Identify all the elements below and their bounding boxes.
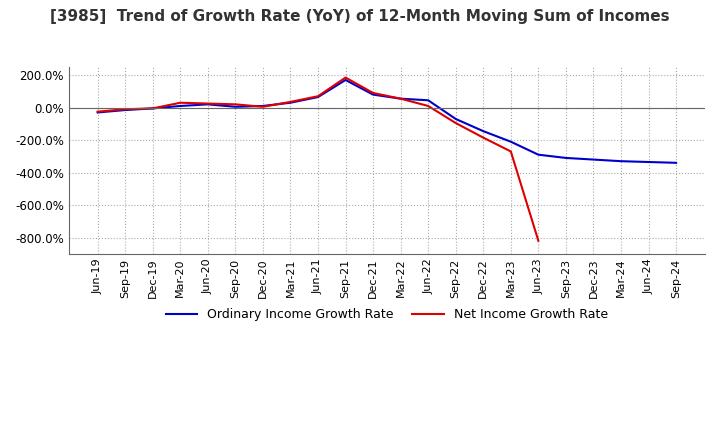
Net Income Growth Rate bbox=[341, 75, 350, 80]
Net Income Growth Rate bbox=[176, 100, 184, 105]
Ordinary Income Growth Rate bbox=[562, 155, 570, 161]
Net Income Growth Rate bbox=[534, 238, 543, 243]
Ordinary Income Growth Rate bbox=[451, 116, 460, 121]
Ordinary Income Growth Rate bbox=[231, 104, 240, 110]
Ordinary Income Growth Rate bbox=[396, 96, 405, 101]
Ordinary Income Growth Rate bbox=[341, 77, 350, 83]
Legend: Ordinary Income Growth Rate, Net Income Growth Rate: Ordinary Income Growth Rate, Net Income … bbox=[161, 303, 613, 326]
Net Income Growth Rate bbox=[121, 106, 130, 112]
Ordinary Income Growth Rate bbox=[121, 107, 130, 113]
Ordinary Income Growth Rate bbox=[479, 128, 487, 134]
Ordinary Income Growth Rate bbox=[369, 92, 377, 97]
Ordinary Income Growth Rate bbox=[534, 152, 543, 158]
Ordinary Income Growth Rate bbox=[672, 160, 680, 165]
Net Income Growth Rate bbox=[286, 99, 294, 105]
Net Income Growth Rate bbox=[451, 121, 460, 126]
Net Income Growth Rate bbox=[258, 104, 267, 110]
Net Income Growth Rate bbox=[204, 101, 212, 106]
Ordinary Income Growth Rate bbox=[644, 159, 653, 165]
Line: Ordinary Income Growth Rate: Ordinary Income Growth Rate bbox=[98, 80, 676, 163]
Net Income Growth Rate bbox=[424, 103, 433, 109]
Ordinary Income Growth Rate bbox=[204, 102, 212, 107]
Ordinary Income Growth Rate bbox=[589, 157, 598, 162]
Ordinary Income Growth Rate bbox=[424, 98, 433, 103]
Net Income Growth Rate bbox=[506, 149, 515, 154]
Text: [3985]  Trend of Growth Rate (YoY) of 12-Month Moving Sum of Incomes: [3985] Trend of Growth Rate (YoY) of 12-… bbox=[50, 9, 670, 24]
Net Income Growth Rate bbox=[314, 94, 323, 99]
Net Income Growth Rate bbox=[148, 106, 157, 111]
Net Income Growth Rate bbox=[231, 102, 240, 107]
Net Income Growth Rate bbox=[396, 96, 405, 101]
Ordinary Income Growth Rate bbox=[616, 158, 625, 164]
Ordinary Income Growth Rate bbox=[506, 139, 515, 144]
Line: Net Income Growth Rate: Net Income Growth Rate bbox=[98, 77, 539, 241]
Net Income Growth Rate bbox=[479, 135, 487, 140]
Net Income Growth Rate bbox=[94, 109, 102, 114]
Ordinary Income Growth Rate bbox=[176, 103, 184, 109]
Ordinary Income Growth Rate bbox=[148, 106, 157, 111]
Ordinary Income Growth Rate bbox=[314, 95, 323, 100]
Ordinary Income Growth Rate bbox=[94, 110, 102, 115]
Net Income Growth Rate bbox=[369, 90, 377, 95]
Ordinary Income Growth Rate bbox=[258, 103, 267, 109]
Ordinary Income Growth Rate bbox=[286, 100, 294, 105]
